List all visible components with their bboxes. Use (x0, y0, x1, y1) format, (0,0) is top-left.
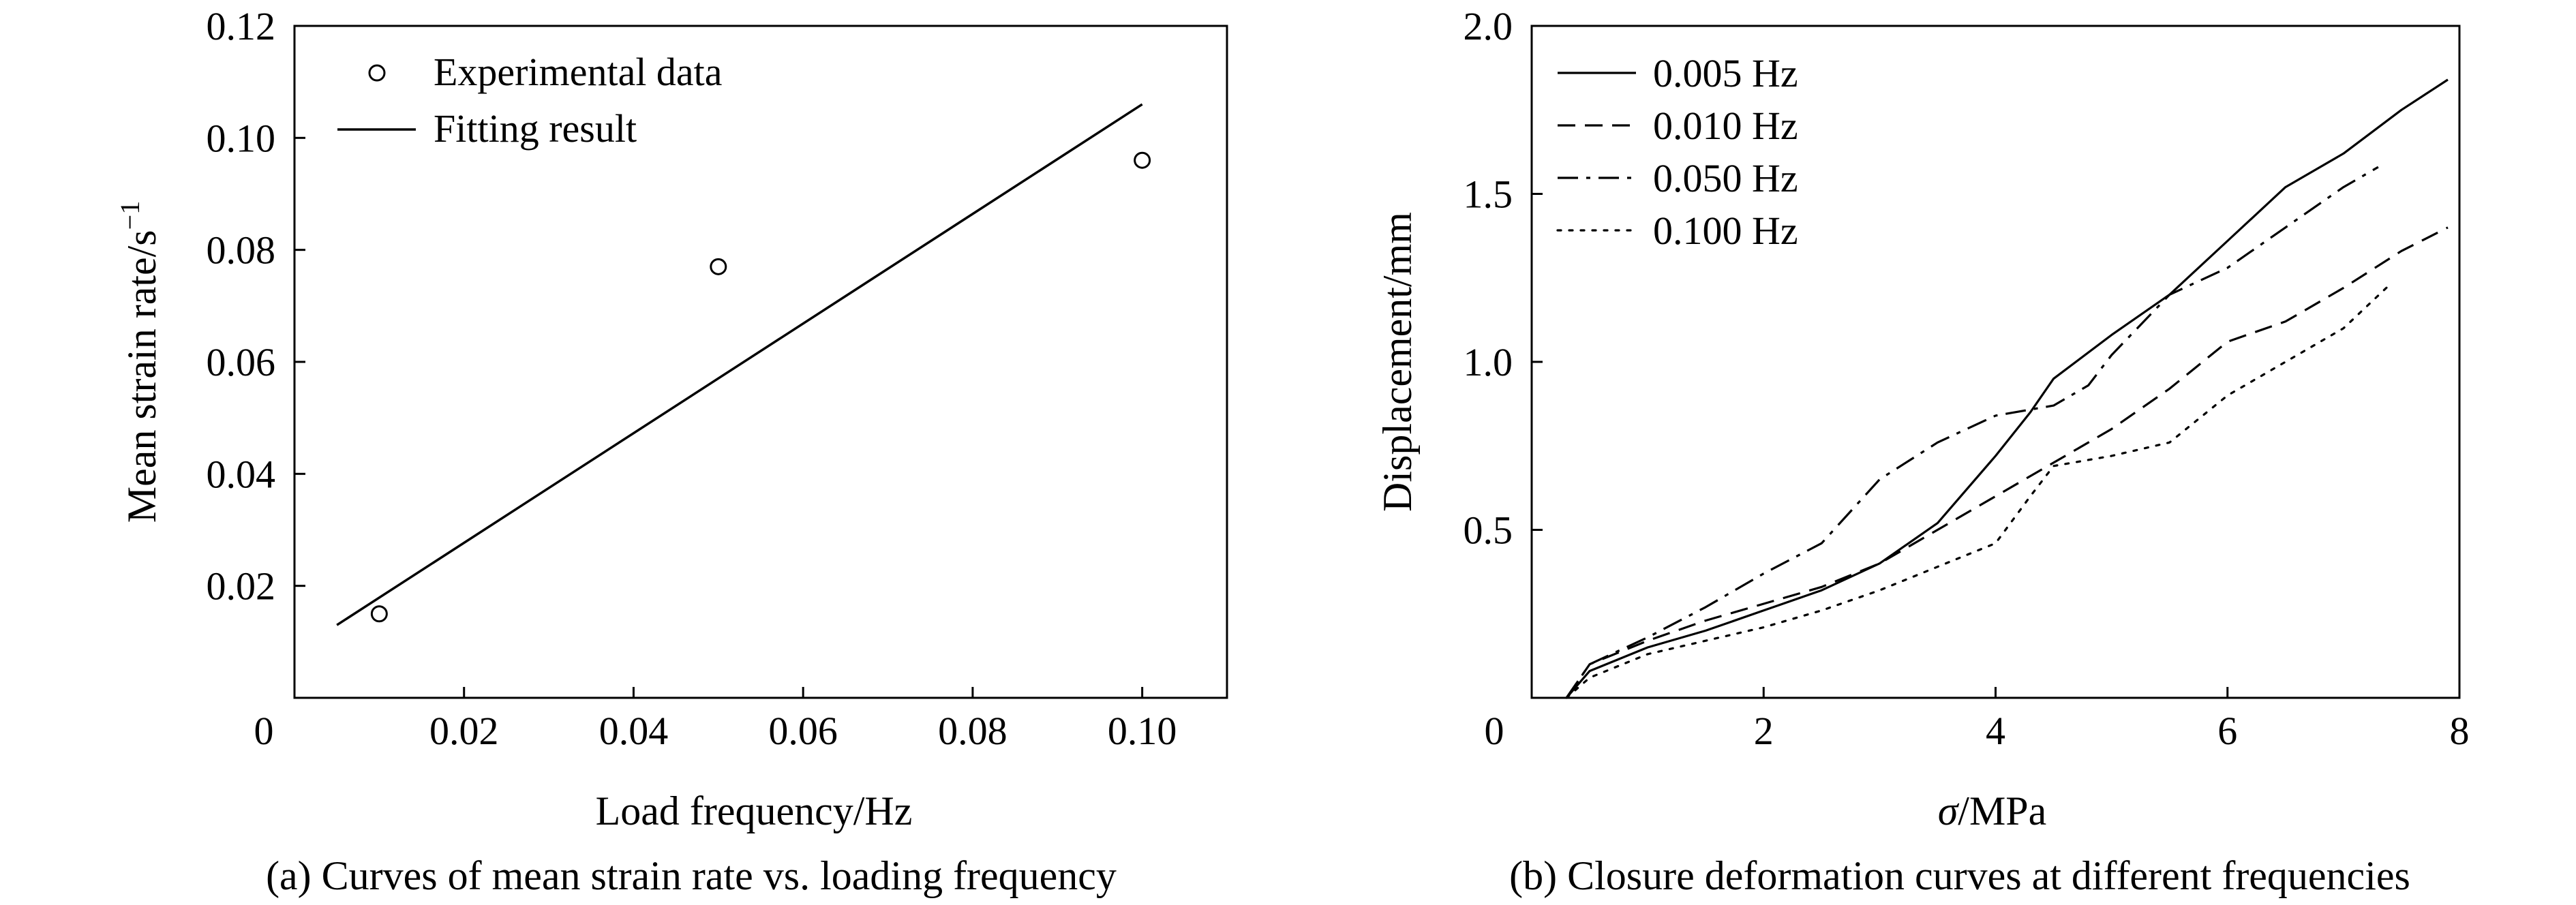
y-tick-label-a: 0.12 (207, 4, 276, 48)
x-axis-label-a: Load frequency/Hz (596, 788, 913, 833)
y-tick-label-a: 0.02 (207, 564, 276, 609)
x-tick-label-a: 0 (254, 709, 274, 753)
x-axis-label-symbol-b: σ (1938, 788, 1960, 833)
legend-label-b: 0.010 Hz (1653, 104, 1798, 148)
caption-a: (a) Curves of mean strain rate vs. loadi… (266, 853, 1117, 898)
data-point (1134, 151, 1151, 169)
legend-label-b: 0.100 Hz (1653, 209, 1798, 253)
legend-label-points: Experimental data (434, 50, 723, 94)
series-line-0-010-Hz (1565, 226, 2449, 699)
chart-a: 0 0.02 0.04 0.06 0.08 0.10 0.02 0.04 0.06 0.08 0.1… (115, 4, 1228, 898)
y-tick-label-b: 1.5 (1464, 172, 1513, 217)
x-tick-label-b: 2 (1754, 709, 1774, 753)
x-tick-label-a: 0.10 (1108, 709, 1177, 753)
y-tick-label-a: 0.06 (207, 340, 276, 384)
x-tick-label-b: 0 (1485, 709, 1504, 753)
x-axis-label-unit-b: /MPa (1958, 788, 2046, 833)
y-axis-label-a: Mean strain rate/s−1 (115, 201, 164, 523)
x-axis-label-b: σ/MPa (1938, 788, 2047, 833)
data-point (710, 258, 727, 275)
y-axis-label-b: Displacement/mm (1375, 212, 1420, 512)
legend-marker-points (368, 64, 386, 82)
data-point (370, 605, 388, 623)
legend-label-b: 0.050 Hz (1653, 156, 1798, 200)
y-tick-label-b: 0.5 (1464, 508, 1513, 553)
y-tick-label-a: 0.08 (207, 228, 276, 273)
x-tick-label-a: 0.06 (768, 709, 838, 753)
fit-line (336, 103, 1143, 626)
series-line-0-005-Hz (1565, 78, 2449, 699)
y-tick-label-b: 2.0 (1464, 4, 1513, 48)
x-tick-label-a: 0.04 (599, 709, 669, 753)
chart-b: 0 2 4 6 8 0.5 1.0 1.5 2.0 σ/MPa Displacement/mm 0.0… (1375, 4, 2470, 898)
x-tick-label-b: 8 (2450, 709, 2470, 753)
y-tick-label-a: 0.10 (207, 116, 276, 160)
x-tick-label-a: 0.08 (938, 709, 1007, 753)
legend-label-b: 0.005 Hz (1653, 51, 1798, 95)
legend-label-fit: Fitting result (434, 106, 637, 151)
x-tick-label-a: 0.02 (429, 709, 499, 753)
series-line-0-050-Hz (1565, 166, 2379, 699)
y-axis-label-sup-a: −1 (115, 201, 145, 230)
caption-b: (b) Closure deformation curves at differ… (1509, 853, 2410, 898)
x-tick-label-b: 4 (1986, 709, 2005, 753)
x-tick-label-b: 6 (2217, 709, 2237, 753)
y-tick-label-a: 0.04 (207, 452, 276, 496)
y-tick-label-b: 1.0 (1464, 340, 1513, 384)
